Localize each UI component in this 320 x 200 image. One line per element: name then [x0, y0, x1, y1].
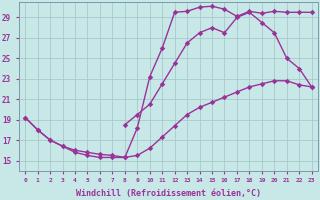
X-axis label: Windchill (Refroidissement éolien,°C): Windchill (Refroidissement éolien,°C): [76, 189, 261, 198]
